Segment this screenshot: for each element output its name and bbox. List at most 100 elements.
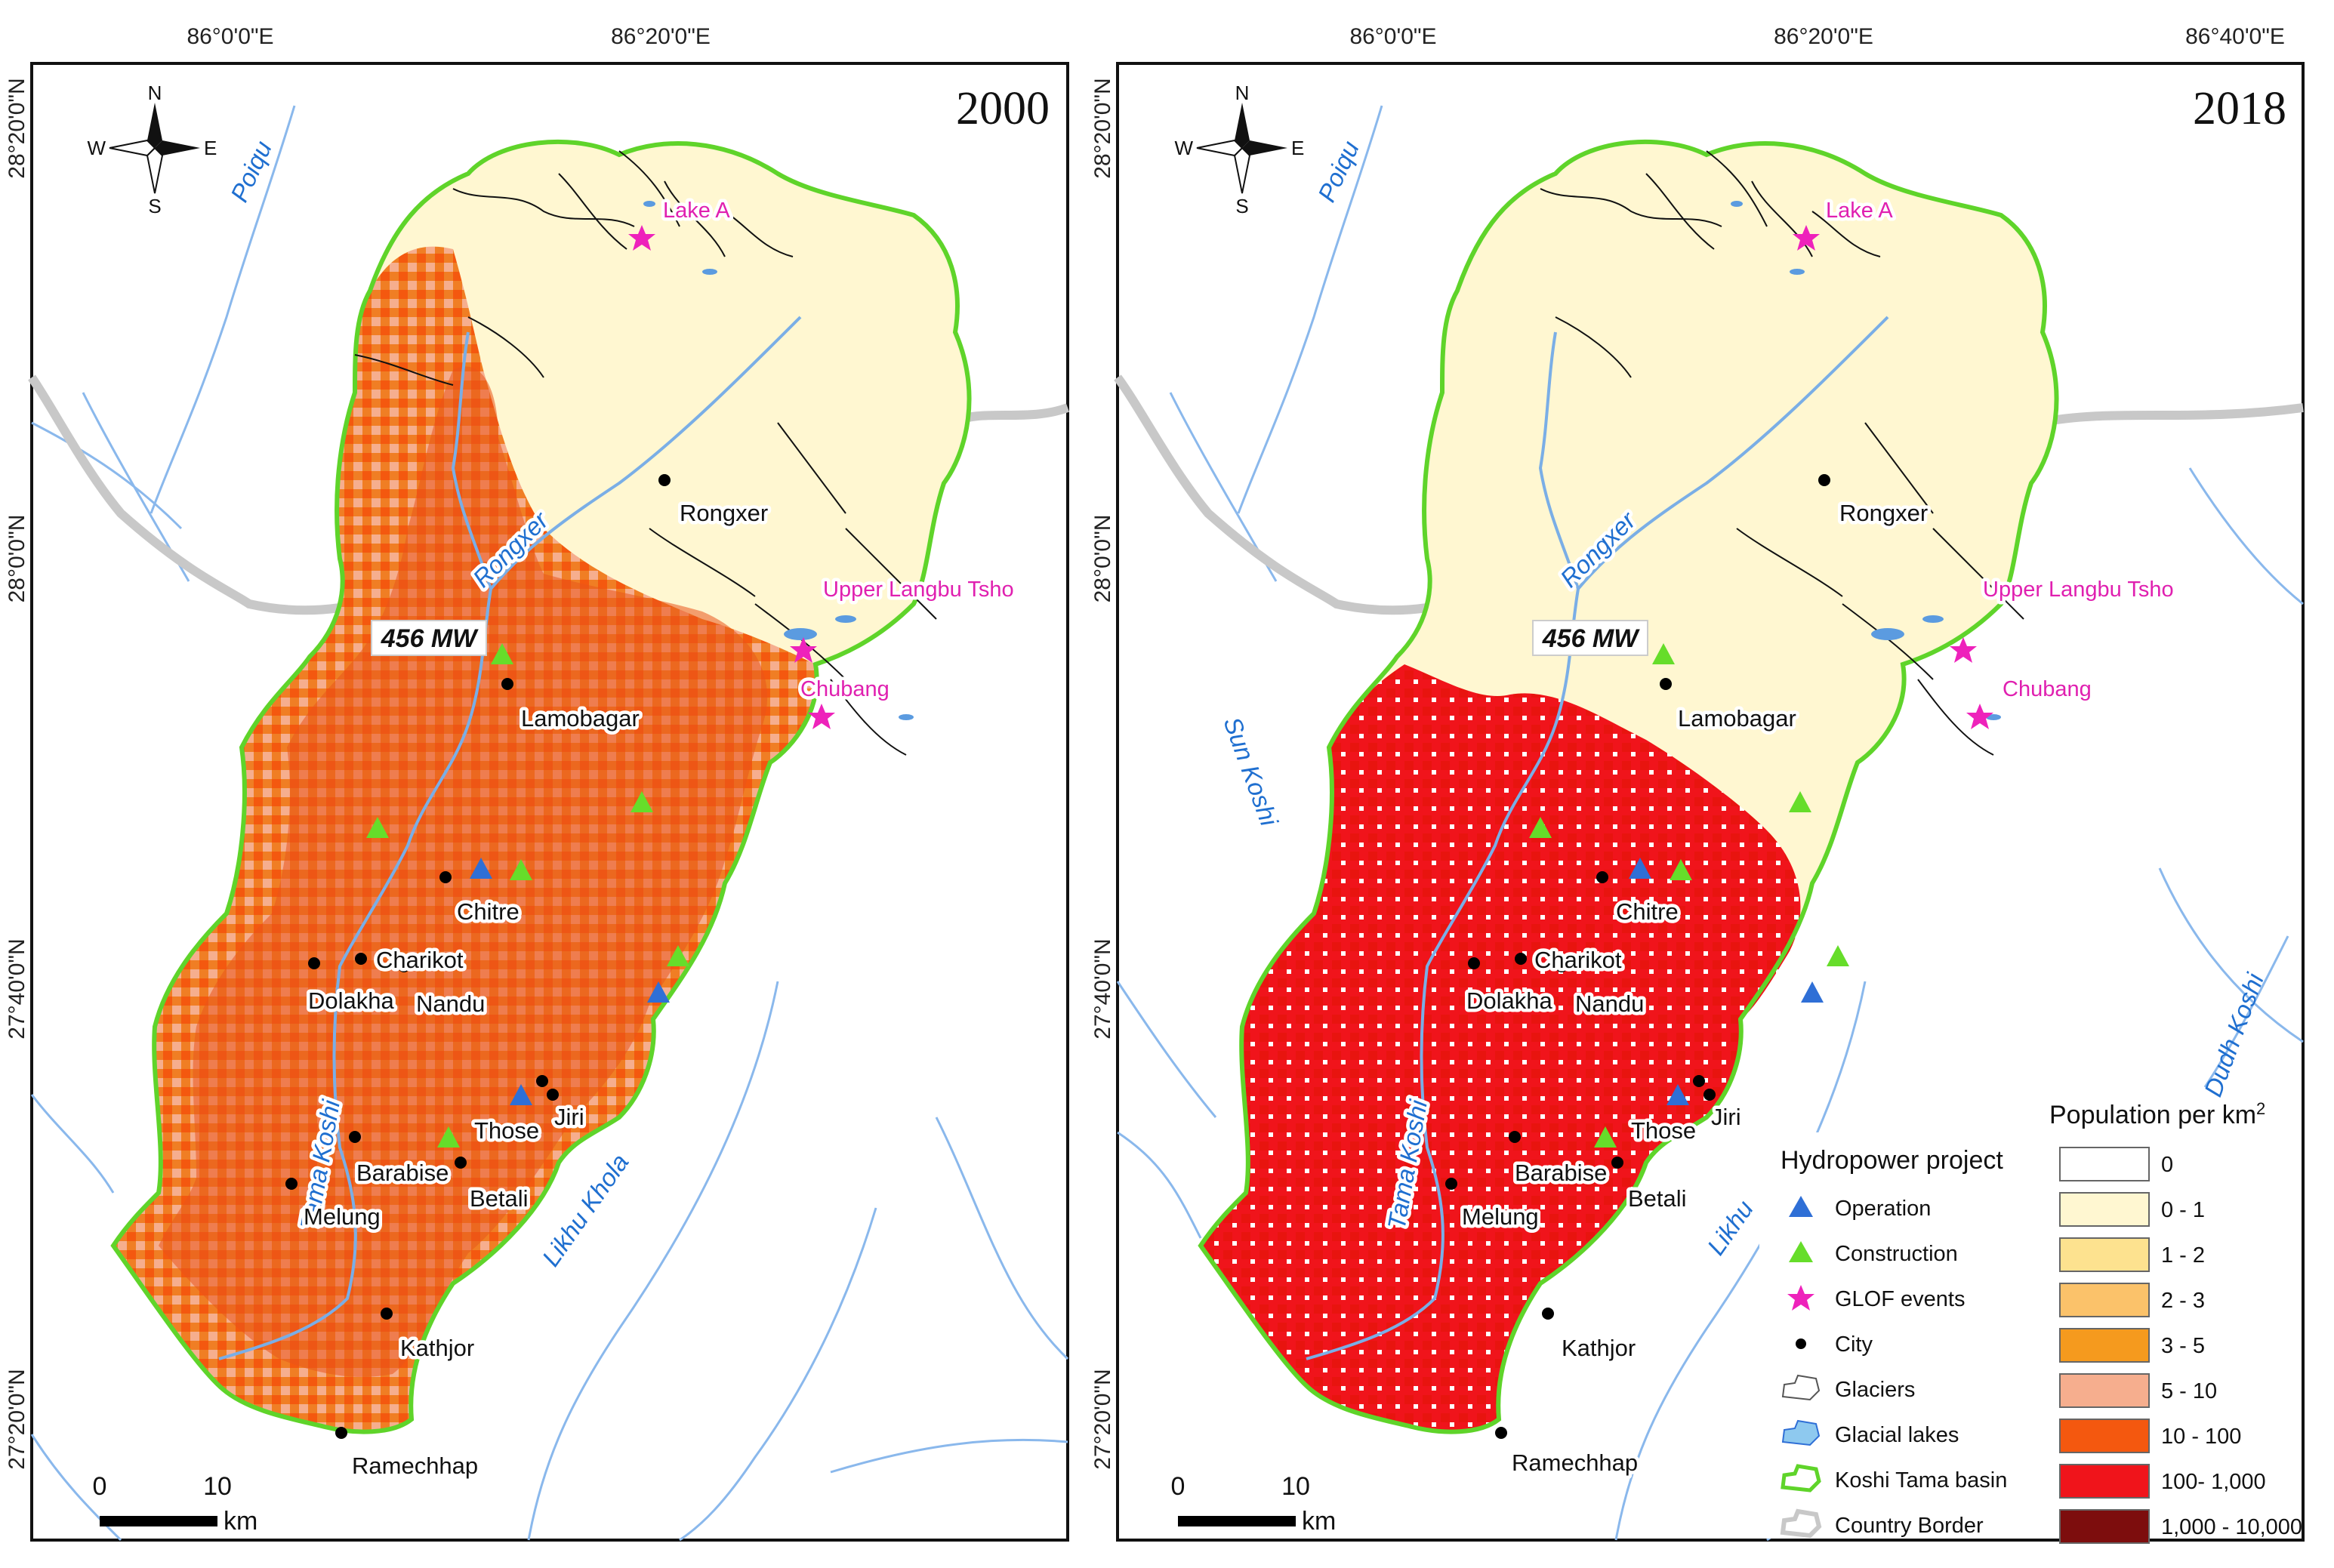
legend-color-swatch — [2059, 1509, 2150, 1544]
operation-triangle-icon — [1801, 981, 1824, 1003]
glof-label-upper-langbu: Upper Langbu Tsho — [823, 578, 1014, 602]
city-label-nandu: Nandu — [416, 990, 485, 1017]
compass-w: W — [1174, 137, 1193, 159]
city-label-kathjor: Kathjor — [1562, 1335, 1636, 1361]
city-label-lamobagar: Lamobagar — [521, 705, 640, 732]
construction-triangle-icon — [491, 643, 513, 664]
city-label-rongxer: Rongxer — [680, 500, 768, 526]
city-label-those: Those — [1631, 1117, 1696, 1144]
operation-triangle-icon — [1666, 1084, 1689, 1105]
legend-class-label: 1 - 2 — [2161, 1243, 2205, 1268]
dam-label: 456 MW — [371, 620, 487, 656]
legend-item-label: Koshi Tama basin — [1835, 1468, 2007, 1493]
lat-label: 28°20'0"N — [5, 78, 29, 178]
lat-label: 28°0'0"N — [5, 515, 29, 603]
construction-triangle-icon — [1789, 791, 1811, 812]
city-label-nandu: Nandu — [1575, 990, 1644, 1017]
svg-text:km: km — [1302, 1507, 1336, 1536]
city-label-melung: Melung — [304, 1203, 381, 1230]
operation-triangle-icon — [510, 1084, 532, 1105]
legend-class-label: 1,000 - 10,000 — [2161, 1515, 2302, 1539]
hydropower-markers — [1529, 643, 1849, 1148]
population-density-fill — [1201, 664, 1801, 1432]
legend-class: 0 — [2059, 1147, 2173, 1181]
legend-swatch-icon — [1781, 1419, 1821, 1446]
construction-triangle-icon — [366, 817, 389, 838]
lat-label: 27°40'0"N — [5, 938, 29, 1039]
svg-text:km: km — [224, 1507, 257, 1536]
compass-n: N — [148, 82, 162, 104]
hydropower-markers — [366, 643, 689, 1148]
basin-rivers — [1306, 316, 1889, 1360]
lat-label: 28°0'0"N — [1090, 515, 1115, 603]
city-label-lamobagar: Lamobagar — [1678, 705, 1796, 732]
city-label-barabise: Barabise — [356, 1160, 449, 1186]
lon-label: 86°0'0"E — [187, 24, 273, 49]
dam-label: 456 MW — [1532, 620, 1648, 656]
legend-item: City — [1796, 1332, 1873, 1357]
scale-bar: 0 10 km — [1171, 1472, 1337, 1536]
legend-class: 1,000 - 10,000 — [2059, 1509, 2302, 1544]
legend-population: Population per km2 0 0 - 1 1 - 2 2 - 3 3 - 5… — [2049, 1099, 2302, 1544]
north-arrow: N S W E — [87, 82, 217, 217]
map-panel-2018: 2018 N S W E 86°0'0"E 86°20'0"E 86°40'0"… — [1090, 24, 2305, 1544]
map-year: 2018 — [2193, 83, 2286, 134]
construction-triangle-icon — [631, 791, 653, 812]
compass-e: E — [1291, 137, 1304, 159]
legend-item-label: Operation — [1835, 1197, 1931, 1221]
legend-background — [1759, 1132, 2302, 1539]
construction-triangle-icon — [667, 945, 689, 966]
operation-triangle-icon — [1789, 1196, 1813, 1217]
compass-s: S — [148, 195, 161, 217]
city-label-kathjor: Kathjor — [400, 1335, 474, 1361]
legend-class: 5 - 10 — [2059, 1373, 2217, 1408]
construction-triangle-icon — [1827, 945, 1849, 966]
legend-class-label: 5 - 10 — [2161, 1379, 2217, 1403]
legend-item: Glaciers — [1781, 1374, 1915, 1402]
legend-class: 1 - 2 — [2059, 1237, 2205, 1272]
legend-swatch-icon — [1780, 1508, 1822, 1539]
construction-triangle-icon — [1670, 859, 1692, 880]
map-panel-2000: 2000 N S W E 86°0'0"E 86°20'0"E 28°20'0"… — [5, 24, 1070, 1542]
compass-s: S — [1235, 195, 1248, 217]
legend-class-label: 0 — [2161, 1153, 2173, 1177]
legend-color-swatch — [2059, 1328, 2150, 1363]
compass-w: W — [87, 137, 106, 159]
legend-class: 10 - 100 — [2059, 1419, 2241, 1453]
legend-color-swatch — [2059, 1464, 2150, 1499]
legend-swatch-icon — [1781, 1374, 1821, 1401]
basin-rivers — [218, 316, 802, 1360]
map-year: 2000 — [956, 83, 1050, 134]
legend-item-label: Glaciers — [1835, 1378, 1915, 1402]
glof-label-upper-langbu: Upper Langbu Tsho — [1983, 578, 2174, 602]
legend-color-swatch — [2059, 1147, 2150, 1181]
lon-label: 86°20'0"E — [611, 24, 711, 49]
legend-class-label: 3 - 5 — [2161, 1334, 2205, 1358]
legend-color-swatch — [2059, 1192, 2150, 1227]
lon-label: 86°0'0"E — [1349, 24, 1436, 49]
glof-label-chubang: Chubang — [800, 677, 890, 701]
river-network — [30, 105, 1069, 1542]
legend-item-label: Glacial lakes — [1835, 1423, 1959, 1447]
city-label-jiri: Jiri — [554, 1104, 584, 1130]
legend-item: Operation — [1789, 1196, 1931, 1221]
glof-label-chubang: Chubang — [2003, 677, 2092, 701]
legend-item: Glacial lakes — [1781, 1419, 1959, 1447]
city-dot-icon — [1796, 1338, 1806, 1349]
lat-label: 28°20'0"N — [1090, 78, 1115, 178]
city-label-melung: Melung — [1462, 1203, 1539, 1230]
city-label-betali: Betali — [1628, 1185, 1687, 1212]
city-label-chitre: Chitre — [1616, 898, 1679, 925]
construction-triangle-icon — [437, 1126, 460, 1148]
city-label-charikot: Charikot — [1534, 947, 1622, 973]
city-markers — [285, 474, 671, 1439]
glacial-lakes — [643, 201, 914, 720]
legend-item: Koshi Tama basin — [1781, 1464, 2007, 1493]
lat-label: 27°40'0"N — [1090, 938, 1115, 1039]
legend-item: Country Border — [1780, 1508, 1984, 1539]
river-network — [1116, 105, 2304, 1542]
legend-class: 2 - 3 — [2059, 1283, 2205, 1317]
lon-label: 86°20'0"E — [1774, 24, 1873, 49]
legend-hydro-title: Hydropower project — [1781, 1146, 2003, 1175]
